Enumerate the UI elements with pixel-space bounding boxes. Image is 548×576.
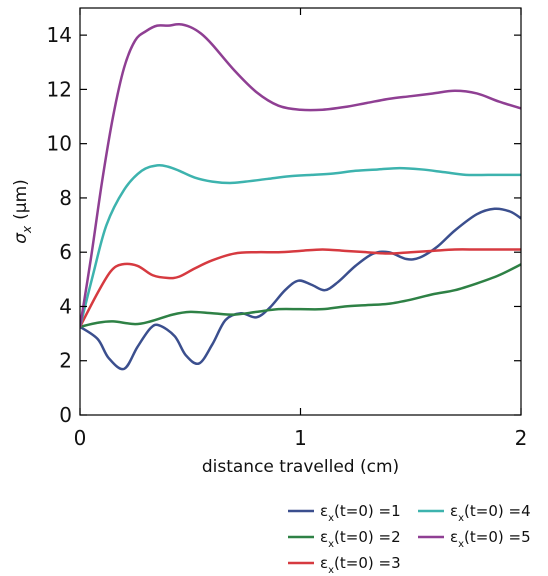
legend-label-suffix: (t=0) =1 [334, 502, 401, 520]
legend-label-prefix: ε [320, 502, 328, 520]
y-tick-label-10: 10 [47, 132, 72, 156]
series-line-1 [80, 207, 521, 371]
y-tick-label-8: 8 [59, 186, 72, 210]
legend-label-sub: x [458, 539, 464, 550]
legend: εx(t=0) =1εx(t=0) =2εx(t=0) =3εx(t=0) =4… [288, 502, 531, 576]
legend-label-4: εx(t=0) =4 [450, 502, 531, 524]
y-tick-label-4: 4 [59, 294, 72, 318]
y-tick-label-12: 12 [47, 77, 72, 101]
legend-label-prefix: ε [320, 554, 328, 572]
legend-label-sub: x [328, 513, 334, 524]
plot-area [80, 23, 521, 371]
legend-label-suffix: (t=0) =5 [464, 528, 531, 546]
legend-label-prefix: ε [320, 528, 328, 546]
series-lines [80, 23, 521, 371]
legend-label-sub: x [458, 513, 464, 524]
legend-label-prefix: ε [450, 502, 458, 520]
legend-label-2: εx(t=0) =2 [320, 528, 401, 550]
plot-frame [79, 7, 522, 416]
y-axis-label-unit: (μm) [11, 179, 31, 220]
legend-label-5: εx(t=0) =5 [450, 528, 531, 550]
y-tick-label-14: 14 [47, 23, 72, 47]
y-axis-label-symbol: σ [11, 232, 31, 244]
legend-label-suffix: (t=0) =3 [334, 554, 401, 572]
series-line-2 [80, 263, 521, 329]
legend-label-3: εx(t=0) =3 [320, 554, 401, 576]
y-tick-label-6: 6 [59, 240, 72, 264]
series-line-3 [80, 248, 521, 329]
series-line-4 [80, 163, 521, 329]
legend-label-sub: x [328, 539, 334, 550]
x-tick-label-2: 2 [515, 426, 528, 450]
legend-label-1: εx(t=0) =1 [320, 502, 401, 524]
y-tick-label-0: 0 [59, 403, 72, 427]
y-tick-label-2: 2 [59, 349, 72, 373]
x-tick-label-0: 0 [74, 426, 87, 450]
x-axis-label: distance travelled (cm) [202, 457, 399, 477]
x-tick-label-1: 1 [294, 426, 307, 450]
legend-label-prefix: ε [450, 528, 458, 546]
y-axis-label: σx (μm) [11, 179, 34, 244]
y-axis-label-subscript: x [20, 225, 34, 234]
legend-label-suffix: (t=0) =4 [464, 502, 531, 520]
legend-label-sub: x [328, 565, 334, 576]
series-line-5 [80, 23, 521, 329]
legend-label-suffix: (t=0) =2 [334, 528, 401, 546]
